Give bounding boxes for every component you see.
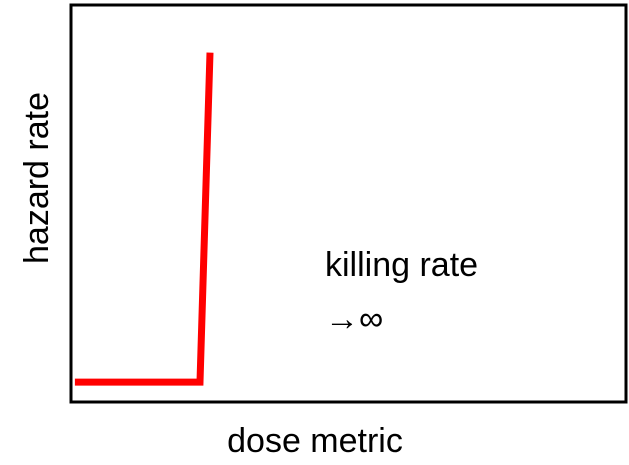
y-axis-label: hazard rate — [18, 92, 56, 264]
annotation: killing rate — [325, 246, 478, 284]
line — [74, 52, 214, 386]
annotation: →∞ — [325, 300, 383, 338]
x-axis-label: dose metric — [227, 422, 403, 460]
plot-frame — [69, 3, 628, 404]
